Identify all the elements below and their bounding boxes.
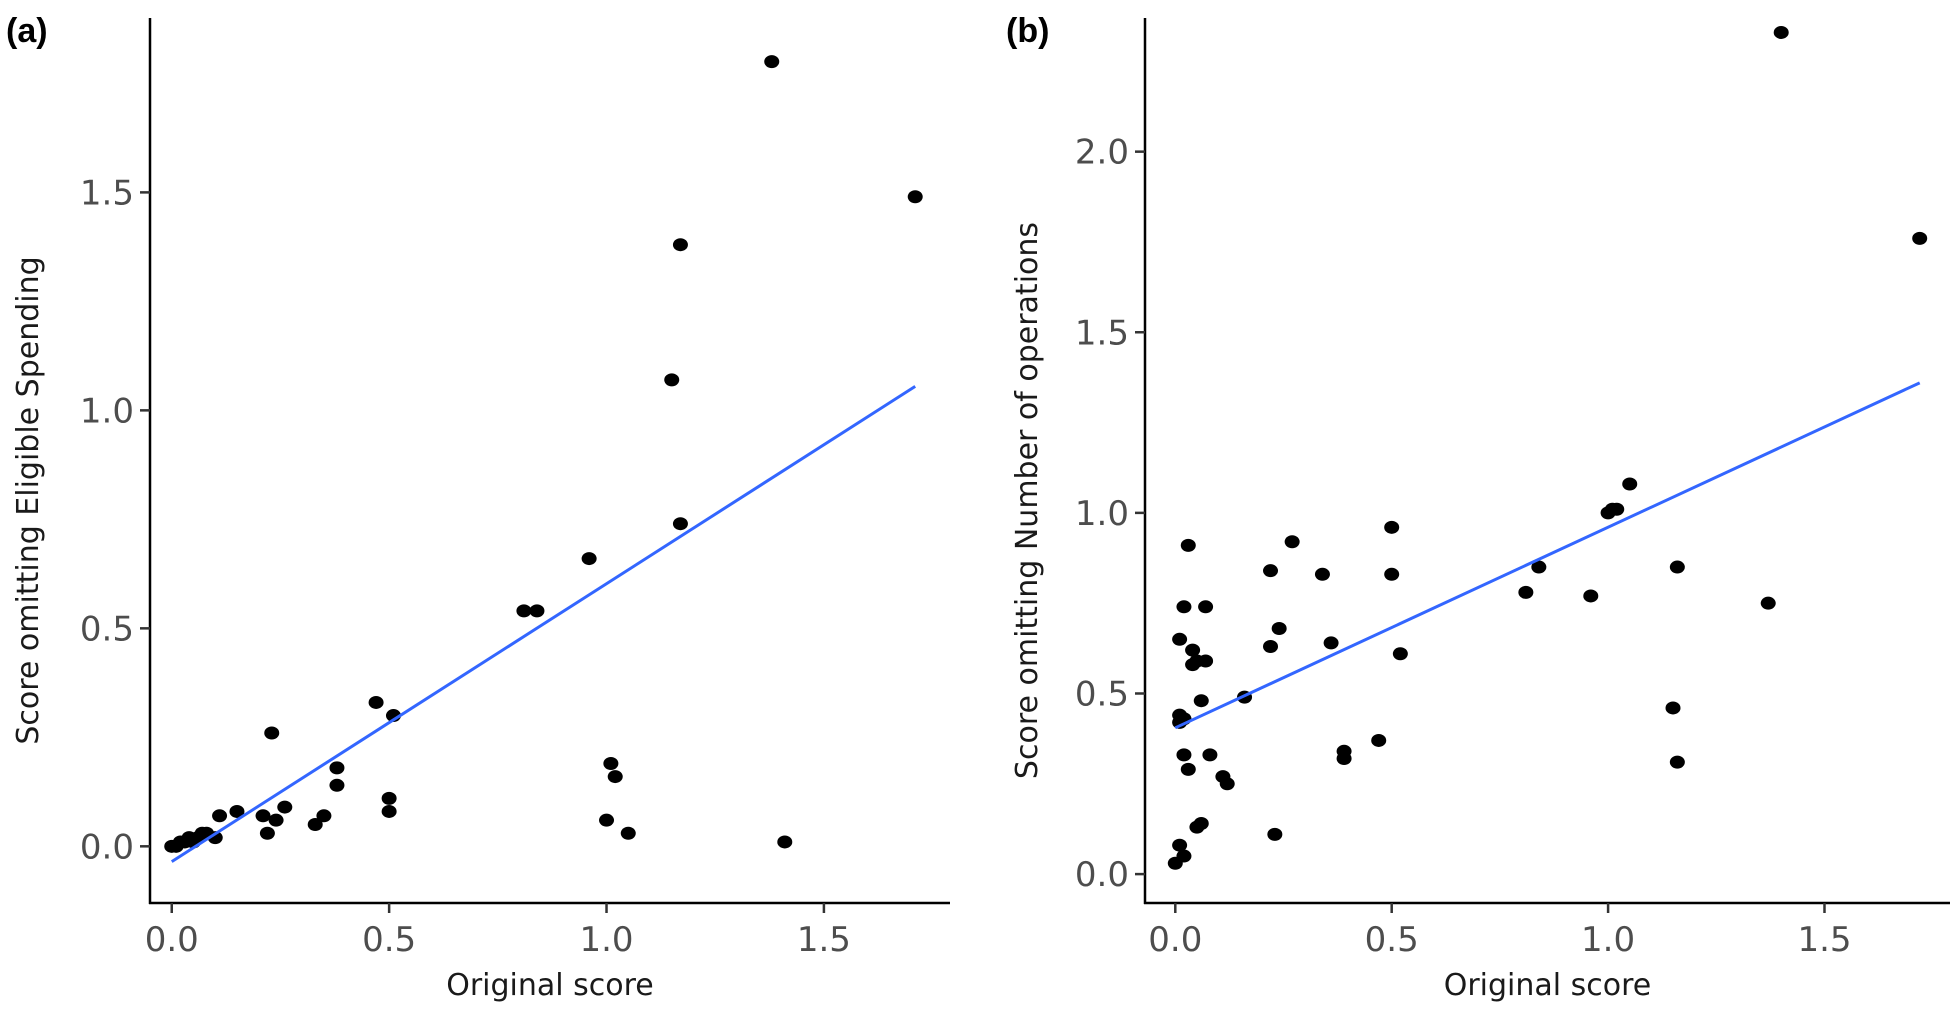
data-point	[1180, 538, 1196, 552]
panel-b: (b) Score omitting Number of operations …	[1006, 12, 1950, 1003]
data-point	[229, 804, 245, 818]
data-point	[277, 800, 293, 814]
panel-b-x-axis-label: Original score	[1444, 968, 1652, 1003]
data-point	[1669, 755, 1685, 769]
data-point	[1392, 647, 1408, 661]
panel-b-x-tick-label: 0.5	[1365, 920, 1419, 960]
data-point	[212, 809, 228, 823]
panel-b-x-tick-label: 0.0	[1148, 920, 1202, 960]
data-point	[1193, 817, 1209, 831]
data-point	[207, 831, 223, 845]
data-point	[907, 190, 923, 204]
data-point	[1176, 748, 1192, 762]
panel-a-y-tick-label: 1.5	[80, 173, 134, 213]
data-point	[672, 238, 688, 252]
data-point	[529, 604, 545, 618]
panel-b-y-tick-label: 2.0	[1075, 133, 1129, 173]
data-point	[1198, 654, 1214, 668]
panel-a-x-axis-label: Original score	[446, 968, 654, 1003]
data-point	[1773, 25, 1789, 39]
panel-b-x-tick-label: 1.0	[1581, 920, 1635, 960]
panel-a-label: (a)	[6, 12, 48, 50]
panel-b-fit-line	[1174, 381, 1921, 730]
data-point	[764, 55, 780, 69]
panel-b-y-tick-label: 1.5	[1075, 313, 1129, 353]
data-point	[581, 552, 597, 566]
data-point	[307, 818, 323, 832]
data-point	[1583, 589, 1599, 603]
data-point	[1314, 567, 1330, 581]
data-point	[516, 604, 532, 618]
panel-b-y-axis-label: Score omitting Number of operations	[1010, 222, 1045, 779]
data-point	[664, 373, 680, 387]
data-point	[1176, 600, 1192, 614]
data-point	[1912, 231, 1928, 245]
panel-a-y-tick-label: 0.0	[80, 827, 134, 867]
data-point	[603, 756, 619, 770]
data-point	[1609, 502, 1625, 516]
data-point	[329, 761, 345, 775]
data-point	[1185, 643, 1201, 657]
data-point	[1284, 535, 1300, 549]
data-point	[1202, 748, 1218, 762]
data-point	[1219, 777, 1235, 791]
data-point	[672, 517, 688, 531]
panel-b-label: (b)	[1006, 12, 1049, 50]
data-point	[255, 809, 271, 823]
data-point	[316, 809, 332, 823]
panel-a-x-tick-label: 0.5	[362, 920, 416, 960]
panel-a-y-tick-label: 1.0	[80, 391, 134, 431]
panel-b-y-tick-label: 0.5	[1075, 674, 1129, 714]
panel-a-x-tick-label: 1.0	[579, 920, 633, 960]
data-point	[1263, 640, 1279, 654]
data-point	[1180, 762, 1196, 776]
data-point	[620, 826, 636, 840]
data-point	[1531, 560, 1547, 574]
data-point	[1323, 636, 1339, 650]
data-point	[368, 695, 384, 709]
panel-a-y-tick-label: 0.5	[80, 609, 134, 649]
data-point	[1263, 564, 1279, 578]
data-point	[1336, 752, 1352, 766]
data-point	[259, 826, 275, 840]
data-point	[1271, 621, 1287, 635]
panel-b-x-tick-label: 1.5	[1797, 920, 1851, 960]
panel-a-x-tick-label: 0.0	[145, 920, 199, 960]
data-point	[1665, 701, 1681, 715]
data-point	[1193, 694, 1209, 708]
data-point	[268, 813, 284, 827]
data-point	[329, 778, 345, 792]
panel-a-fit-line	[170, 385, 917, 863]
data-point	[1384, 520, 1400, 534]
data-point	[607, 770, 623, 784]
panel-b-y-tick-label: 0.0	[1075, 855, 1129, 895]
data-point	[1267, 827, 1283, 841]
data-point	[1518, 585, 1534, 599]
panel-a-y-axis-label: Score omitting Eligible Spending	[11, 256, 46, 744]
data-point	[381, 791, 397, 805]
panel-a-x-tick-label: 1.5	[797, 920, 851, 960]
data-point	[1371, 733, 1387, 747]
panel-b-y-tick-label: 1.0	[1075, 494, 1129, 534]
data-point	[1176, 849, 1192, 863]
data-point	[381, 804, 397, 818]
data-point	[599, 813, 615, 827]
data-point	[1172, 838, 1188, 852]
data-point	[1172, 632, 1188, 646]
data-point	[1198, 600, 1214, 614]
data-point	[264, 726, 280, 740]
data-point	[777, 835, 793, 849]
panel-a: (a) Score omitting Eligible Spending Ori…	[6, 12, 950, 1003]
data-point	[1669, 560, 1685, 574]
data-point	[1622, 477, 1638, 491]
data-point	[1384, 567, 1400, 581]
data-point	[1760, 596, 1776, 610]
